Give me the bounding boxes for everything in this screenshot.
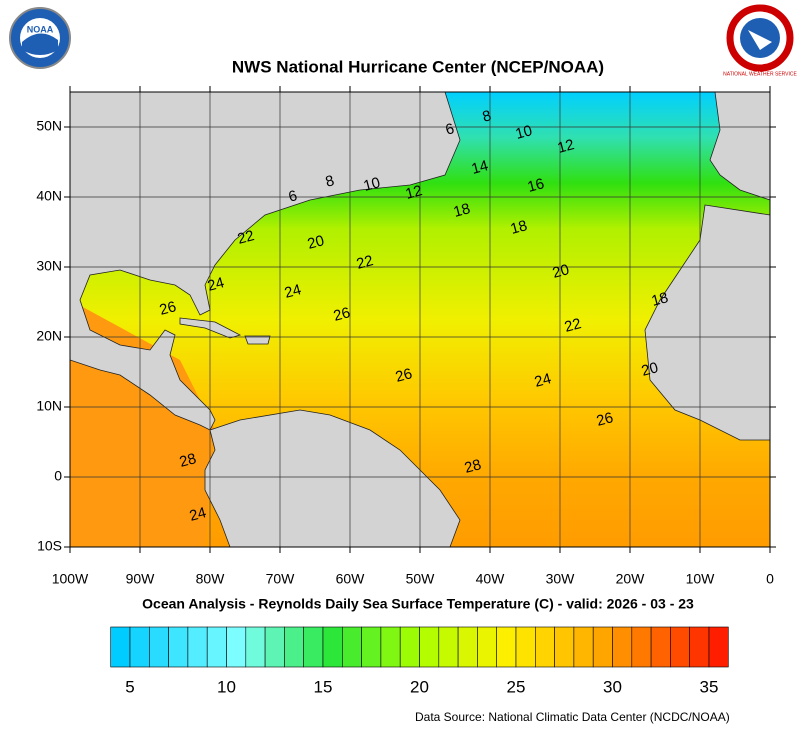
contour-label: 26 xyxy=(158,298,179,319)
contour-label: 26 xyxy=(394,365,415,386)
lat-label: 10S xyxy=(37,538,62,554)
colorbar-cell xyxy=(689,626,710,668)
lon-label: 0 xyxy=(766,571,774,587)
contour-label: 10 xyxy=(514,122,535,143)
contour-label: 18 xyxy=(650,289,671,310)
nws-logo-text: NATIONAL WEATHER SERVICE xyxy=(723,71,797,77)
lon-label: 40W xyxy=(476,571,506,587)
colorbar-cell xyxy=(149,626,169,668)
lat-label: 20N xyxy=(36,328,62,344)
noaa-logo: NOAA xyxy=(9,7,71,69)
colorbar-cell xyxy=(457,626,478,668)
colorbar-cell xyxy=(612,626,633,668)
hispaniola xyxy=(244,335,271,345)
colorbar-cell xyxy=(399,626,420,668)
colorbar-cell xyxy=(129,626,150,668)
lat-label: 0 xyxy=(54,468,62,484)
north-america xyxy=(69,91,461,431)
colorbar-cell xyxy=(477,626,497,668)
colorbar-label: 15 xyxy=(314,677,333,696)
noaa-logo-text: NOAA xyxy=(27,24,54,34)
colorbar-cell xyxy=(708,626,729,668)
contour-label: 24 xyxy=(533,370,554,391)
lon-label: 60W xyxy=(336,571,366,587)
contour-label: 12 xyxy=(556,136,577,157)
contour-label: 16 xyxy=(526,175,547,196)
colorbar-cell xyxy=(187,626,208,668)
contour-label: 14 xyxy=(470,157,491,178)
south-america xyxy=(204,409,461,548)
contour-label: 28 xyxy=(178,450,199,471)
contour-label: 24 xyxy=(188,504,209,525)
colorbar-cell xyxy=(670,626,691,668)
colorbar-cell xyxy=(534,626,555,668)
lat-label: 50N xyxy=(36,118,62,134)
contour-label: 22 xyxy=(355,252,376,273)
lat-label: 10N xyxy=(36,398,62,414)
lon-label: 100W xyxy=(52,571,89,587)
colorbar-cell xyxy=(168,626,189,668)
colorbar-cell xyxy=(650,626,671,668)
colorbar-cell xyxy=(515,626,536,668)
colorbar-cell xyxy=(110,626,131,668)
colorbar-label: 35 xyxy=(700,677,719,696)
colorbar-cell xyxy=(573,626,594,668)
contour-label: 18 xyxy=(452,200,473,221)
contour-label: 26 xyxy=(332,304,353,325)
colorbar-cell xyxy=(554,626,575,668)
contour-label: 22 xyxy=(563,315,584,336)
lon-label: 50W xyxy=(406,571,436,587)
contour-label: 18 xyxy=(509,217,530,238)
colorbar-cell xyxy=(226,626,247,668)
contour-label: 26 xyxy=(595,409,616,430)
colorbar-cell xyxy=(631,626,652,668)
lon-label: 20W xyxy=(616,571,646,587)
contour-label: 22 xyxy=(236,227,257,248)
colorbar-label: 5 xyxy=(125,677,134,696)
contour-label: 24 xyxy=(283,281,304,302)
lon-label: 10W xyxy=(686,571,716,587)
lon-label: 90W xyxy=(126,571,156,587)
colorbar-cell xyxy=(322,626,343,668)
map xyxy=(69,91,771,548)
nws-logo: NATIONAL WEATHER SERVICE xyxy=(723,4,798,77)
colorbar-cell xyxy=(303,626,324,668)
title: NWS National Hurricane Center (NCEP/NOAA… xyxy=(232,57,604,76)
colorbar-label: 25 xyxy=(507,677,526,696)
contour-label: 28 xyxy=(463,456,484,477)
data-source: Data Source: National Climatic Data Cent… xyxy=(415,710,730,724)
contour-label: 20 xyxy=(306,232,327,253)
colorbar-cell xyxy=(284,626,304,668)
lon-label: 30W xyxy=(546,571,576,587)
lon-label: 70W xyxy=(266,571,296,587)
colorbar-cell xyxy=(361,626,382,668)
contour-label: 24 xyxy=(206,274,227,295)
colorbar-cell xyxy=(341,626,362,668)
contour-label: 10 xyxy=(362,174,383,195)
colorbar-cell xyxy=(380,626,401,668)
colorbar-label: 10 xyxy=(217,677,236,696)
lat-label: 30N xyxy=(36,258,62,274)
colorbar-cell xyxy=(264,626,285,668)
subtitle: Ocean Analysis - Reynolds Daily Sea Surf… xyxy=(142,596,694,612)
colorbar-cell xyxy=(206,626,227,668)
lat-label: 40N xyxy=(36,188,62,204)
colorbar-cell xyxy=(496,626,517,668)
colorbar-cell xyxy=(419,626,440,668)
colorbar-cell xyxy=(438,626,459,668)
lon-label: 80W xyxy=(196,571,226,587)
colorbar-cell xyxy=(245,626,266,668)
contour-label: 12 xyxy=(404,182,425,203)
colorbar-cell xyxy=(592,626,613,668)
colorbar-label: 20 xyxy=(410,677,429,696)
contour-label: 20 xyxy=(551,261,572,282)
colorbar-label: 30 xyxy=(603,677,622,696)
contour-label: 20 xyxy=(640,359,661,380)
